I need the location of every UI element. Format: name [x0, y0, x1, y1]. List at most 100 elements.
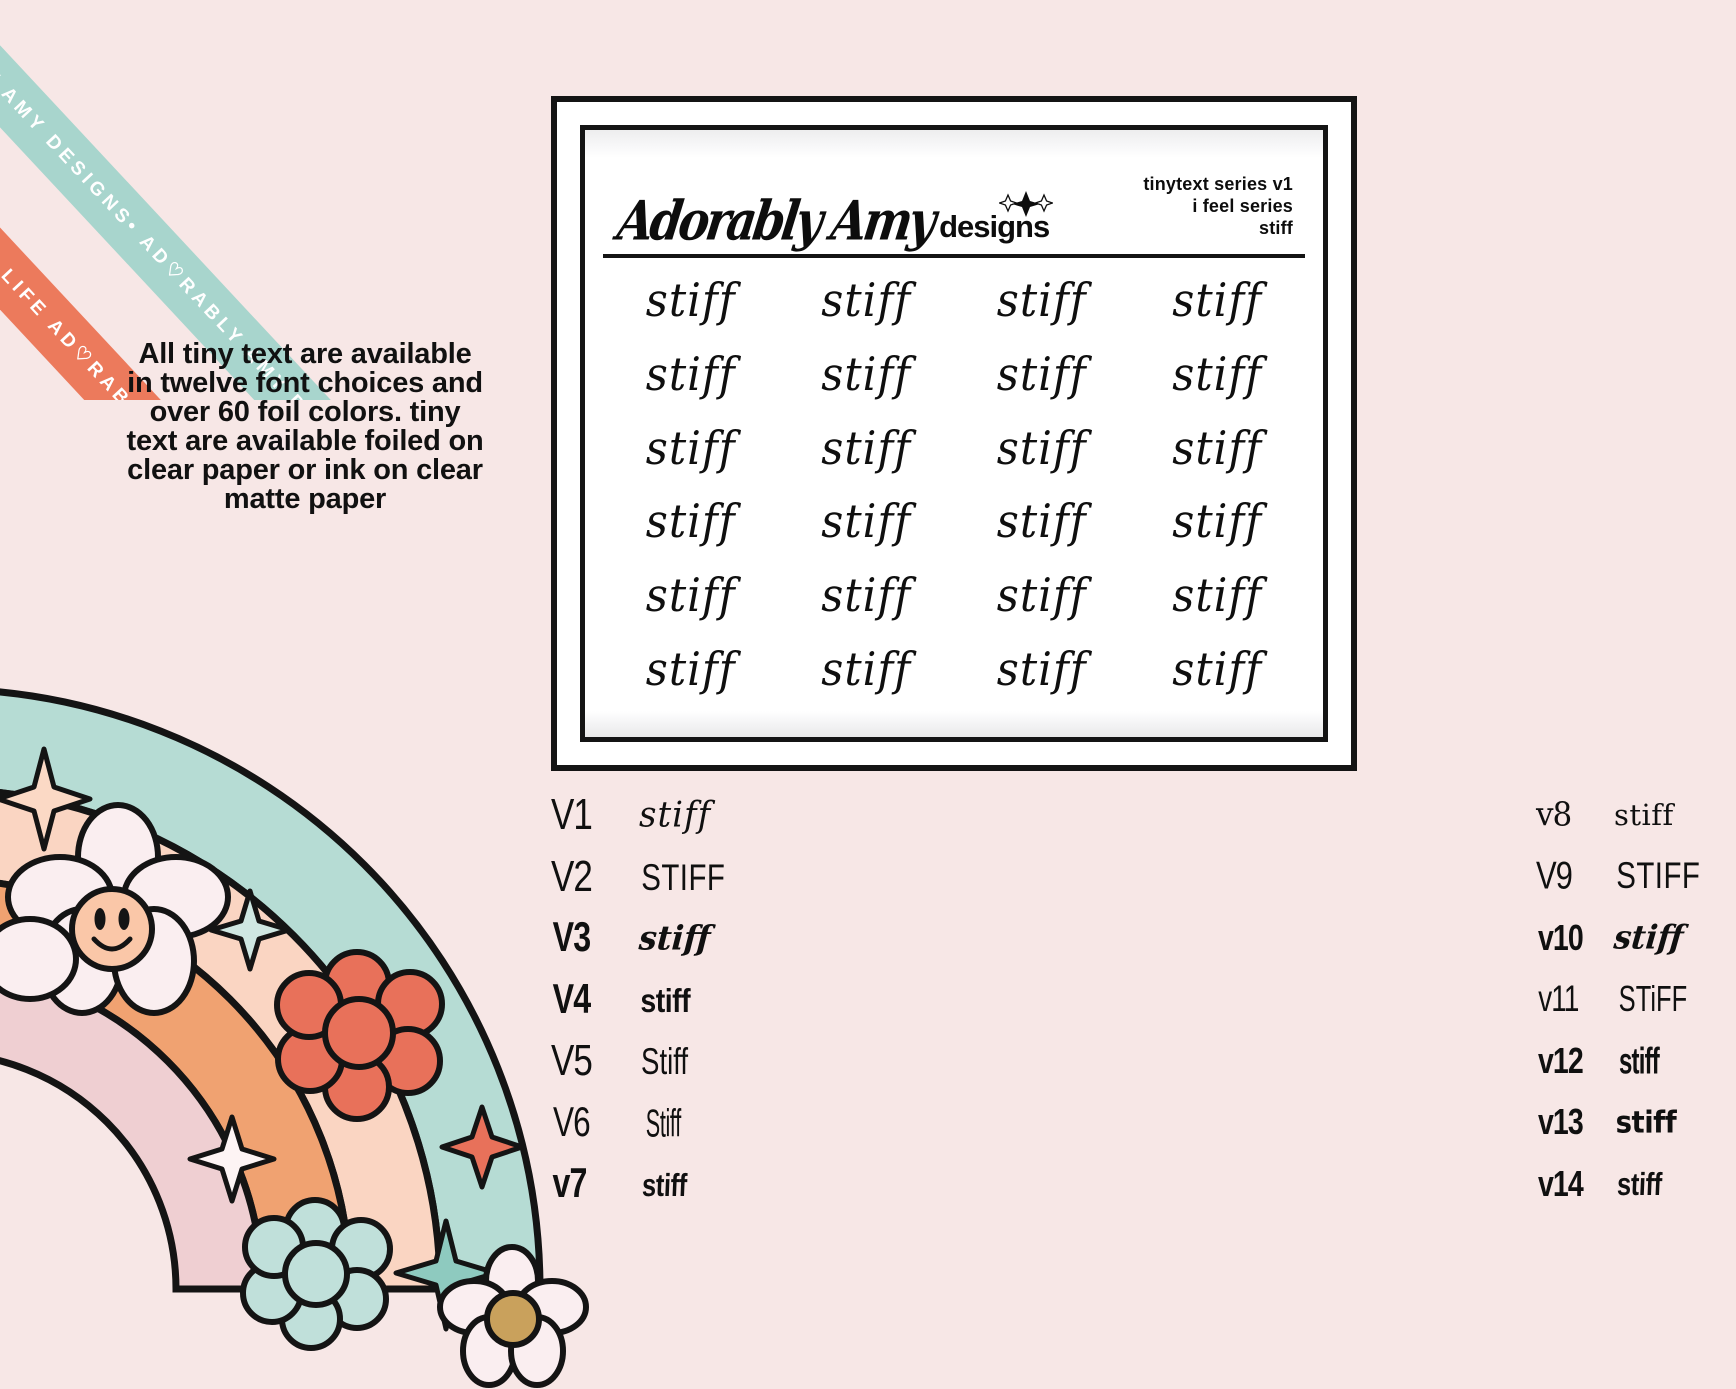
mint-flower: [240, 1197, 393, 1351]
rainbow-arc-peach: [0, 789, 444, 1293]
font-version-number-text: v10: [1537, 916, 1584, 958]
description-line: over 60 foil colors. tiny: [149, 396, 461, 428]
description-line: text are available foiled on: [126, 425, 484, 457]
font-version-sample: stiff: [1614, 1040, 1664, 1081]
sheet-header: Adorably Amy designs tinytext series v1 …: [585, 158, 1323, 252]
font-version-sample-text: STIFF: [1616, 854, 1701, 897]
font-version-sample: stiff: [1614, 1102, 1678, 1140]
smiley-face-circle: [69, 886, 155, 972]
font-version-row: v8 stiff: [1041, 795, 1673, 846]
sticker-cell: stiff: [1172, 495, 1263, 549]
font-version-number: v12: [1536, 1039, 1614, 1080]
font-version-number: V4: [551, 976, 639, 1022]
sparkle-star-peach: [0, 746, 93, 852]
font-version-sample: STiFF: [1614, 979, 1692, 1020]
font-version-number: v11: [1536, 978, 1614, 1020]
brand-script-text: Adorably Amy: [613, 188, 937, 253]
sticker-cell: stiff: [996, 348, 1087, 402]
font-version-sample-text: stiff: [641, 1168, 688, 1205]
font-version-row: v13 stiff: [1041, 1101, 1677, 1153]
font-version-row: v10 stiff: [1041, 917, 1685, 969]
font-version-sample: stiff: [1614, 1164, 1665, 1202]
sticker-cell: stiff: [996, 422, 1087, 476]
sticker-cell: stiff: [645, 274, 736, 328]
sticker-cell: stiff: [645, 422, 736, 476]
font-version-number-text: V5: [551, 1036, 593, 1086]
font-version-row: v12 stiff: [1041, 1039, 1660, 1092]
font-version-list-left: V1 stiff V2 STIFF V3 stiff V4 stiff V5 Stiff V6 Sti…: [551, 790, 1051, 1215]
orange-flower: [274, 949, 445, 1122]
sticker-cell: stiff: [1172, 643, 1263, 697]
sparkle-star-teal: [393, 1218, 499, 1332]
font-version-number: v10: [1536, 916, 1614, 958]
brand-logo: Adorably Amy designs: [614, 188, 1054, 252]
font-version-number-text: v12: [1537, 1039, 1584, 1081]
font-version-number-text: V1: [551, 790, 593, 839]
series-label: tinytext series v1 i feel series stiff: [1143, 174, 1293, 244]
sticker-cell: stiff: [996, 643, 1087, 697]
font-version-number: v7: [551, 1161, 639, 1207]
sticker-cell: stiff: [645, 495, 736, 549]
sticker-cell: stiff: [821, 569, 912, 623]
font-version-row: v14 stiff: [1041, 1162, 1662, 1215]
font-version-sample-text: stiff: [1612, 918, 1686, 957]
font-version-sample: stiff: [639, 981, 692, 1020]
description-line: All tiny text are available: [138, 338, 472, 370]
font-version-sample-text: stiff: [637, 918, 712, 959]
font-version-row: v11 STiFF: [1041, 978, 1687, 1030]
font-version-sample: Stiff: [639, 1042, 690, 1083]
font-version-sample-text: stiff: [1615, 1104, 1677, 1140]
font-version-number: v14: [1536, 1162, 1614, 1203]
sticker-cell: stiff: [996, 495, 1087, 549]
font-version-sample-text: STiFF: [1618, 980, 1688, 1020]
font-version-sample: STIFF: [639, 856, 728, 898]
font-version-sample: Stiff: [639, 1103, 688, 1146]
sticker-cell: stiff: [821, 495, 912, 549]
font-version-sample-text: Stiff: [645, 1102, 681, 1146]
sticker-grid: stiff stiff stiff stiff stiff stiff stiff stiff…: [603, 264, 1305, 707]
white-daisy-flower: [437, 1244, 589, 1388]
font-version-number: V1: [551, 790, 639, 839]
sparkle-icon: [999, 190, 1054, 217]
sticker-cell: stiff: [821, 348, 912, 402]
font-version-number-text: V4: [552, 976, 591, 1023]
font-version-number: v8: [1536, 796, 1614, 834]
series-line-1: tinytext series v1: [1143, 174, 1293, 195]
font-version-sample-text: stiff: [1619, 1040, 1660, 1082]
font-version-sample-text: stiff: [1614, 798, 1674, 832]
font-version-sample-text: Stiff: [641, 1042, 689, 1083]
product-description: All tiny text are available in twelve fo…: [85, 340, 525, 514]
sticker-cell: stiff: [821, 422, 912, 476]
sheet-top-shading: [585, 130, 1323, 158]
sticker-cell: stiff: [645, 569, 736, 623]
sticker-cell: stiff: [996, 569, 1087, 623]
font-version-sample: stiff: [1612, 918, 1686, 957]
sheet-bottom-shading: [585, 711, 1323, 737]
font-version-number-text: v8: [1536, 796, 1572, 834]
series-line-2: i feel series: [1192, 196, 1293, 217]
rainbow-arc-orange: [0, 879, 354, 1293]
font-version-number-text: V9: [1536, 853, 1573, 898]
font-version-number-text: v7: [552, 1160, 587, 1207]
font-version-row: V4 stiff: [551, 976, 1051, 1031]
font-version-sample-text: stiff: [640, 982, 691, 1020]
daisy-center: [484, 1290, 542, 1348]
font-version-number-text: V2: [551, 851, 593, 901]
font-version-sample: stiff: [1614, 795, 1674, 833]
sticker-cell: stiff: [645, 348, 736, 402]
font-version-number: V2: [551, 852, 639, 901]
rainbow-arc-mint: [0, 688, 544, 1293]
font-version-row: V2 STIFF: [551, 852, 1051, 908]
font-version-number-text: v11: [1538, 977, 1579, 1020]
font-version-sample-text: stiff: [639, 794, 712, 836]
font-version-number-text: v13: [1537, 1100, 1584, 1143]
sticker-cell: stiff: [996, 274, 1087, 328]
font-version-sample: stiff: [639, 794, 712, 836]
font-version-lists: V1 stiff V2 STIFF V3 stiff V4 stiff V5 Stiff V6 Sti…: [551, 790, 1700, 1215]
sticker-cell: stiff: [1172, 348, 1263, 402]
smiley-eye-right: [118, 908, 130, 930]
font-version-number-text: v14: [1537, 1162, 1584, 1204]
font-version-number: v13: [1536, 1100, 1614, 1143]
font-version-number: V9: [1536, 854, 1614, 898]
sparkle-star-orange: [439, 1104, 525, 1190]
